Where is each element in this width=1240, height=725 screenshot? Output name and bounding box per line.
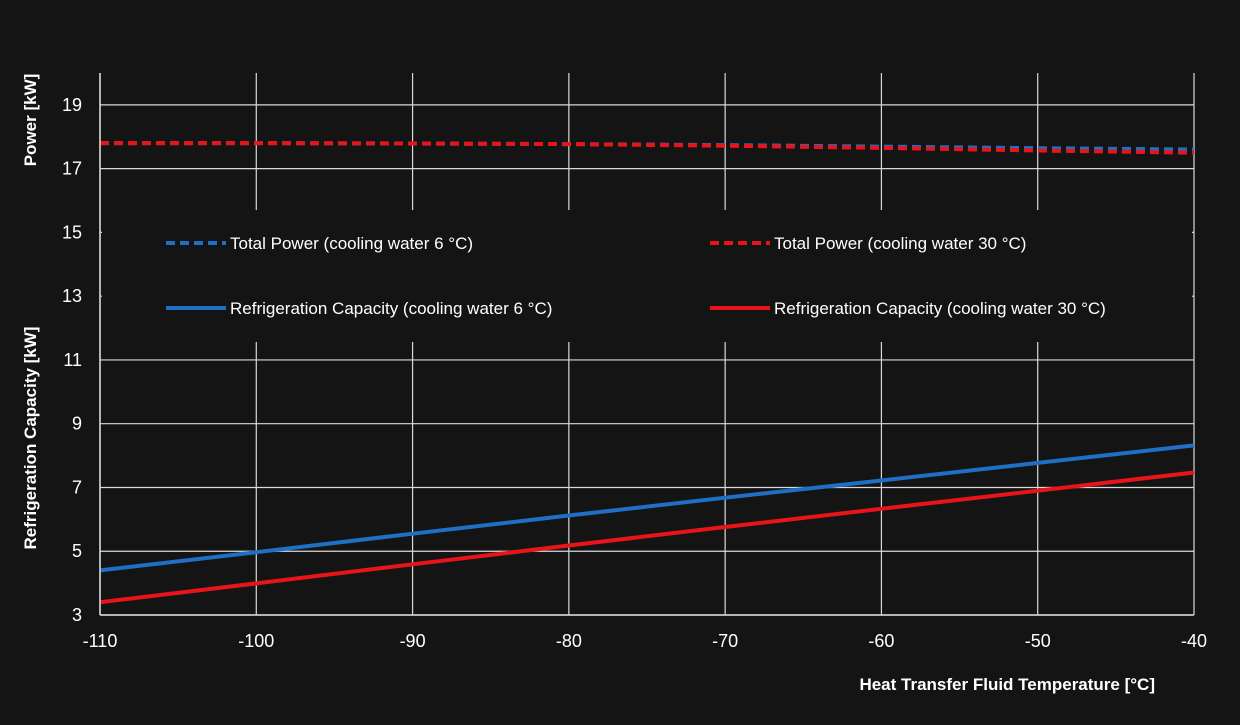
y-tick-label: 5 — [72, 541, 82, 561]
y-axis-label-power: Power [kW] — [21, 74, 40, 167]
y-tick-label: 11 — [63, 350, 82, 370]
y-tick-label: 9 — [72, 414, 82, 434]
x-tick-label: -80 — [556, 631, 582, 651]
legend-item: Refrigeration Capacity (cooling water 30… — [710, 299, 1106, 318]
y-axis-label-refrigeration-capacity: Refrigeration Capacity [kW] — [21, 327, 40, 550]
x-tick-label: -110 — [83, 631, 118, 651]
x-axis-label: Heat Transfer Fluid Temperature [°C] — [859, 675, 1155, 694]
x-tick-label: -60 — [868, 631, 894, 651]
y-tick-label: 17 — [62, 159, 82, 179]
legend-label: Refrigeration Capacity (cooling water 30… — [774, 299, 1106, 318]
legend-label: Total Power (cooling water 30 °C) — [774, 234, 1026, 253]
legend-label: Total Power (cooling water 6 °C) — [230, 234, 473, 253]
x-tick-label: -70 — [712, 631, 738, 651]
legend-label: Refrigeration Capacity (cooling water 6 … — [230, 299, 552, 318]
series-line-3 — [99, 443, 1195, 573]
x-tick-label: -100 — [238, 631, 274, 651]
x-tick-label: -50 — [1025, 631, 1051, 651]
legend-box — [102, 210, 1192, 342]
tick-labels: -110 -100 -90 -80 -70 -60 -50 -40 3 5 7 9 11 13 15 17 19 — [62, 95, 1207, 651]
series-line-2 — [100, 141, 1195, 155]
y-tick-label: 13 — [62, 286, 82, 306]
legend-item: Refrigeration Capacity (cooling water 6 … — [166, 299, 552, 318]
y-tick-label: 3 — [72, 605, 82, 625]
axes — [99, 73, 1194, 616]
x-tick-label: -90 — [400, 631, 426, 651]
y-tick-label: 15 — [62, 222, 82, 242]
y-tick-label: 19 — [62, 95, 82, 115]
legend-item: Total Power (cooling water 30 °C) — [710, 234, 1026, 253]
series-layer — [99, 141, 1195, 605]
series-line-4 — [99, 470, 1195, 605]
x-tick-label: -40 — [1181, 631, 1207, 651]
y-tick-label: 7 — [72, 477, 82, 497]
legend: Total Power (cooling water 6 °C) Total Po… — [166, 234, 1106, 318]
legend-item: Total Power (cooling water 6 °C) — [166, 234, 473, 253]
legend-background — [102, 210, 1192, 342]
